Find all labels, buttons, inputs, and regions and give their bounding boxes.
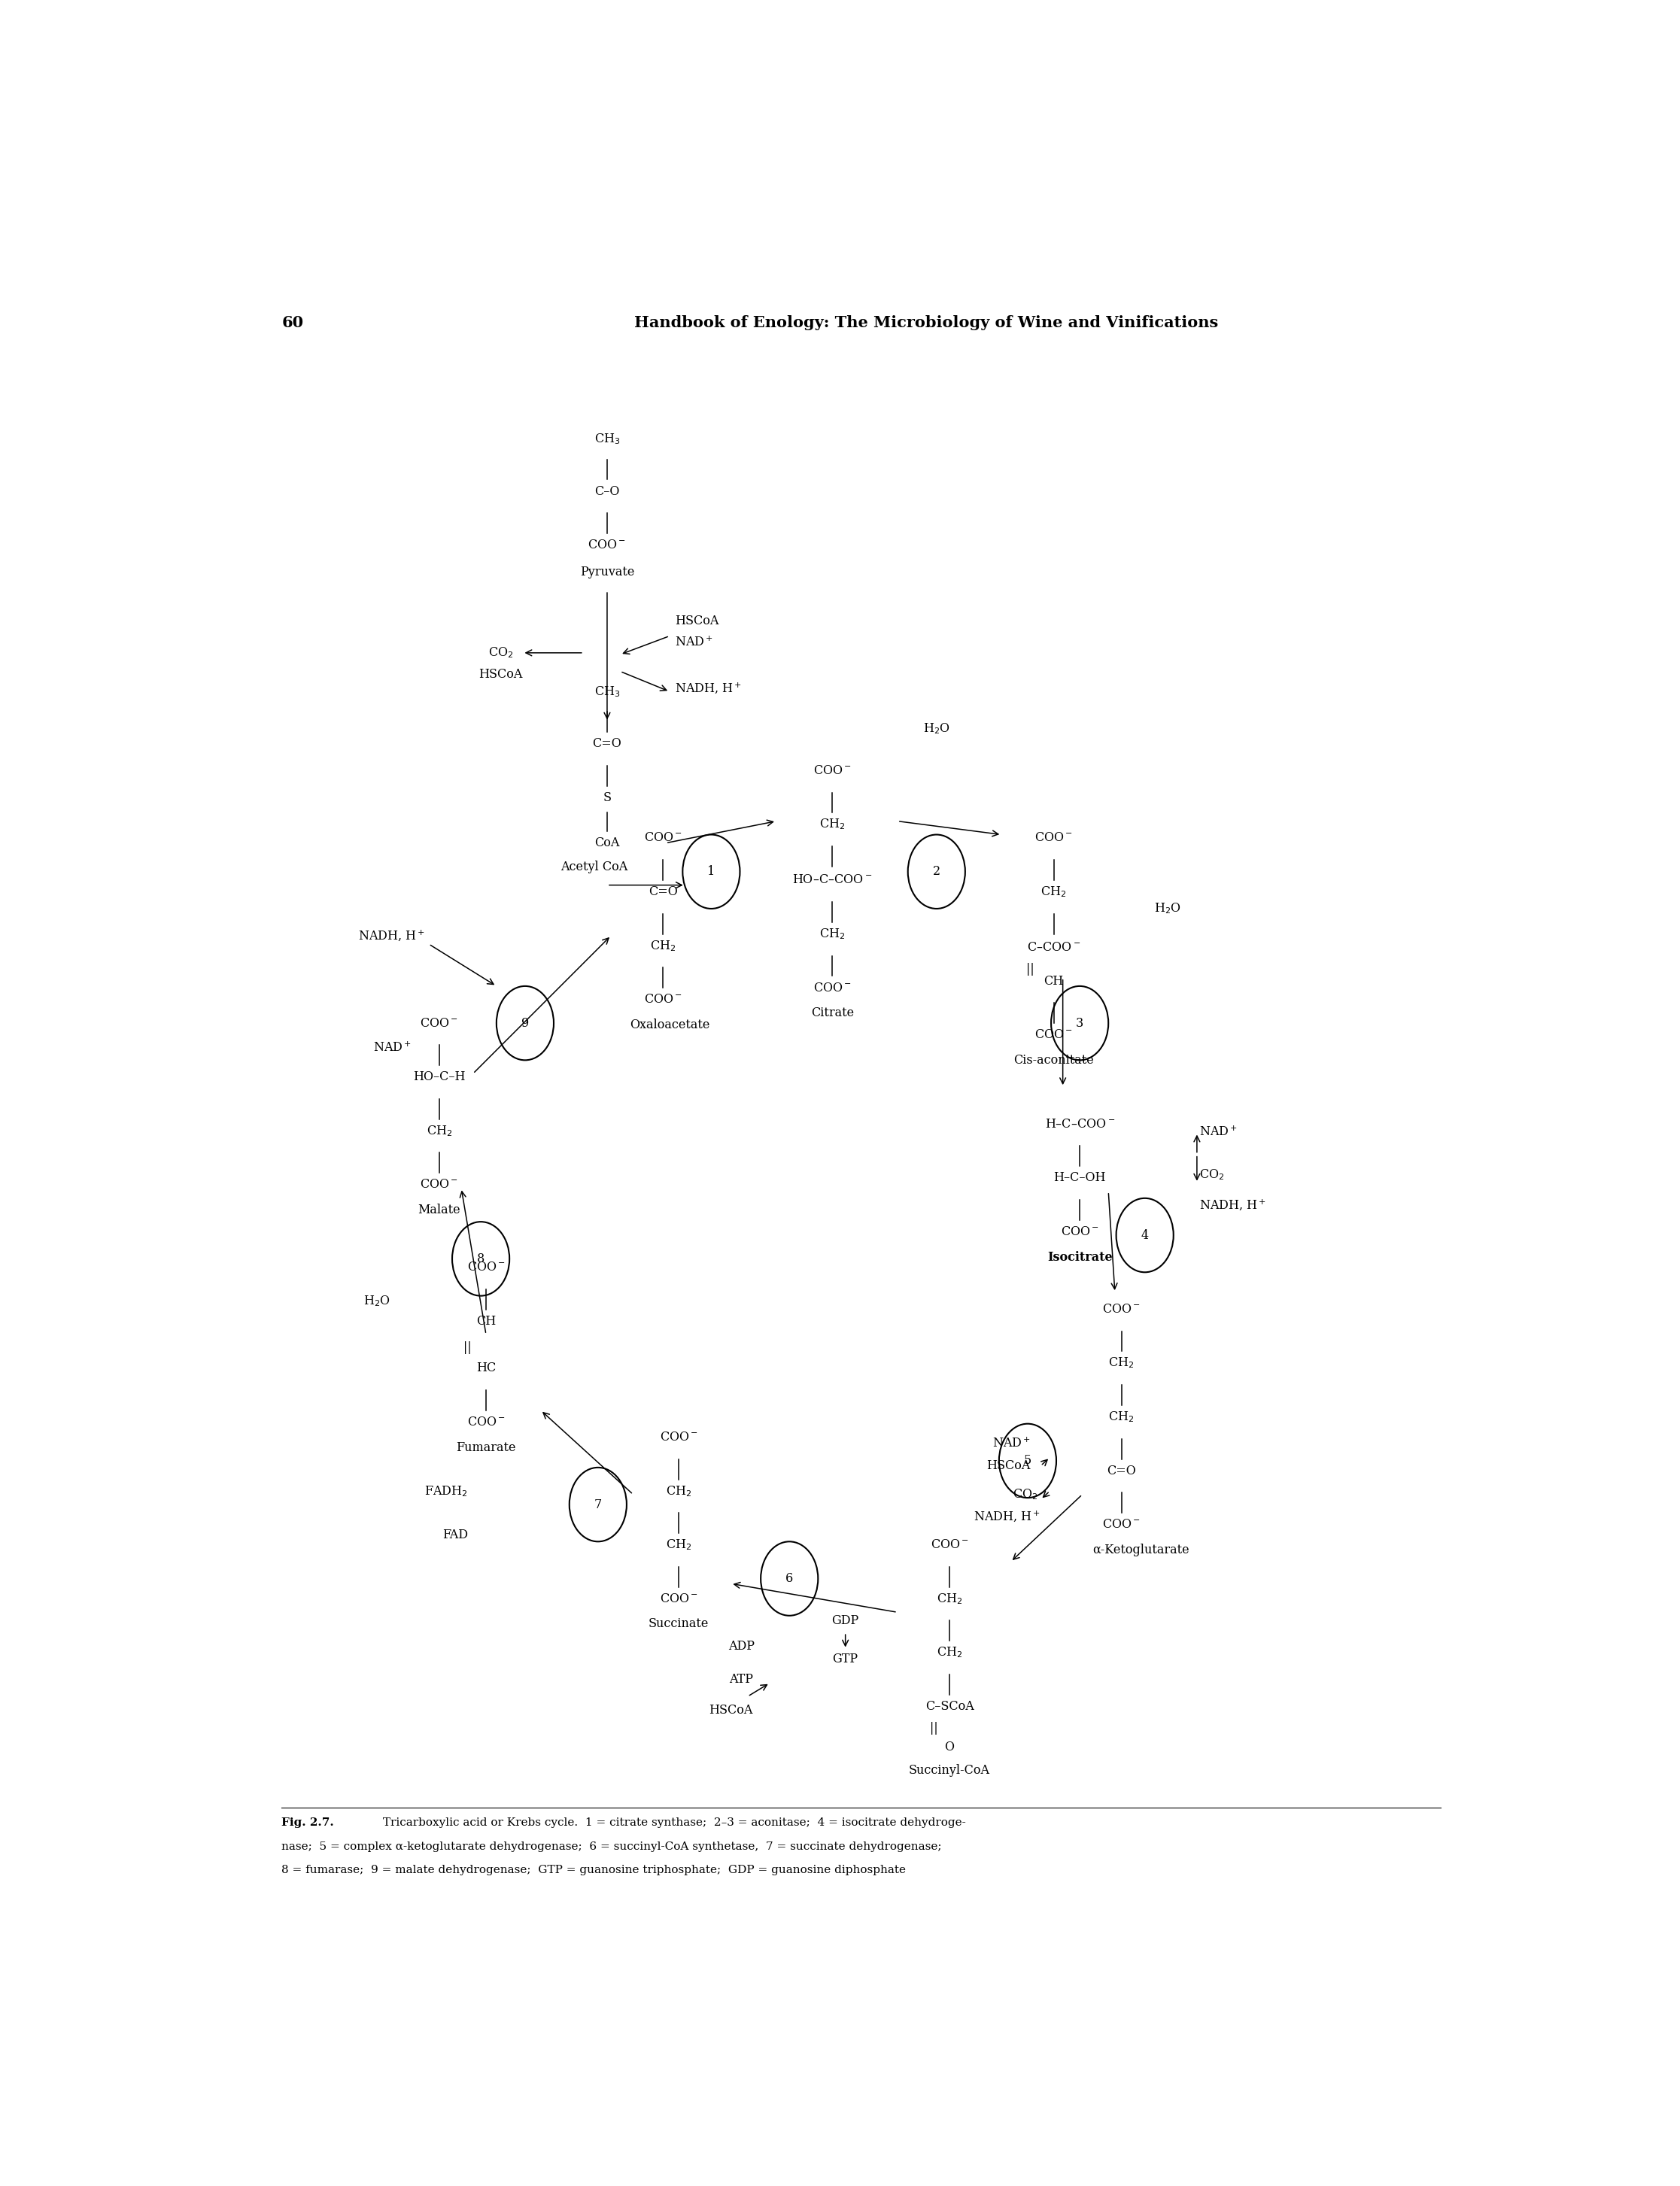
- Text: Fig. 2.7.: Fig. 2.7.: [282, 1817, 334, 1827]
- Text: GDP: GDP: [832, 1613, 858, 1626]
- Text: CoA: CoA: [595, 837, 620, 850]
- Text: Acetyl CoA: Acetyl CoA: [561, 861, 628, 872]
- Text: 1: 1: [707, 866, 716, 879]
- Text: Succinyl-CoA: Succinyl-CoA: [909, 1764, 990, 1777]
- Text: CH$_2$: CH$_2$: [820, 818, 845, 831]
- Text: CH$_2$: CH$_2$: [1042, 885, 1067, 898]
- Text: NAD$^+$: NAD$^+$: [1200, 1126, 1238, 1139]
- Text: NADH, H$^+$: NADH, H$^+$: [358, 929, 425, 942]
- Text: CH: CH: [1043, 975, 1063, 988]
- Text: HO–C–COO$^-$: HO–C–COO$^-$: [793, 874, 872, 888]
- Text: NAD$^+$: NAD$^+$: [675, 636, 712, 649]
- Text: C=O: C=O: [648, 885, 677, 898]
- Text: COO$^-$: COO$^-$: [1102, 1519, 1141, 1530]
- Text: Handbook of Enology: The Microbiology of Wine and Vinifications: Handbook of Enology: The Microbiology of…: [633, 315, 1218, 330]
- Text: α-Ketoglutarate: α-Ketoglutarate: [1092, 1543, 1189, 1556]
- Text: CH$_2$: CH$_2$: [937, 1646, 963, 1659]
- Text: Isocitrate: Isocitrate: [1047, 1250, 1112, 1264]
- Text: ATP: ATP: [729, 1672, 753, 1685]
- Text: NAD$^+$: NAD$^+$: [373, 1043, 412, 1056]
- Text: COO$^-$: COO$^-$: [660, 1591, 697, 1605]
- Text: CO$_2$: CO$_2$: [489, 645, 514, 660]
- Text: COO$^-$: COO$^-$: [420, 1178, 459, 1191]
- Text: 9: 9: [521, 1016, 529, 1030]
- Text: HSCoA: HSCoA: [986, 1460, 1030, 1471]
- Text: COO$^-$: COO$^-$: [813, 765, 852, 776]
- Text: CH$_2$: CH$_2$: [1109, 1410, 1134, 1423]
- Text: H–C–COO$^-$: H–C–COO$^-$: [1045, 1117, 1116, 1130]
- Text: HO–C–H: HO–C–H: [413, 1071, 465, 1084]
- Text: FADH$_2$: FADH$_2$: [425, 1484, 467, 1497]
- Text: 3: 3: [1075, 1016, 1084, 1030]
- Text: 2: 2: [932, 866, 941, 879]
- Text: Cis-aconitate: Cis-aconitate: [1013, 1054, 1094, 1067]
- Text: Oxaloacetate: Oxaloacetate: [630, 1019, 709, 1032]
- Text: 7: 7: [595, 1497, 601, 1511]
- Text: COO$^-$: COO$^-$: [643, 992, 682, 1006]
- Text: COO$^-$: COO$^-$: [931, 1539, 969, 1552]
- Text: CH$_2$: CH$_2$: [427, 1124, 452, 1139]
- Text: Tricarboxylic acid or Krebs cycle.  1 = citrate synthase;  2–3 = aconitase;  4 =: Tricarboxylic acid or Krebs cycle. 1 = c…: [380, 1817, 966, 1827]
- Text: 5: 5: [1023, 1454, 1032, 1467]
- Text: FAD: FAD: [442, 1528, 467, 1541]
- Text: nase;  5 = complex α-ketoglutarate dehydrogenase;  6 = succinyl-CoA synthetase, : nase; 5 = complex α-ketoglutarate dehydr…: [282, 1841, 942, 1852]
- Text: NADH, H$^+$: NADH, H$^+$: [675, 682, 743, 695]
- Text: H$_2$O: H$_2$O: [363, 1294, 390, 1307]
- Text: CO$_2$: CO$_2$: [1200, 1167, 1225, 1183]
- Text: CH$_2$: CH$_2$: [1109, 1355, 1134, 1371]
- Text: CH: CH: [475, 1314, 496, 1327]
- Text: HSCoA: HSCoA: [675, 614, 719, 627]
- Text: CH$_2$: CH$_2$: [665, 1484, 692, 1497]
- Text: 4: 4: [1141, 1229, 1149, 1242]
- Text: 8 = fumarase;  9 = malate dehydrogenase;  GTP = guanosine triphosphate;  GDP = g: 8 = fumarase; 9 = malate dehydrogenase; …: [282, 1865, 906, 1876]
- Text: 60: 60: [282, 315, 304, 330]
- Text: CO$_2$: CO$_2$: [1013, 1486, 1038, 1502]
- Text: NADH, H$^+$: NADH, H$^+$: [974, 1508, 1040, 1524]
- Text: HSCoA: HSCoA: [479, 669, 522, 682]
- Text: COO$^-$: COO$^-$: [467, 1261, 506, 1274]
- Text: H$_2$O: H$_2$O: [1154, 901, 1181, 916]
- Text: Succinate: Succinate: [648, 1618, 709, 1631]
- Text: COO$^-$: COO$^-$: [643, 831, 682, 844]
- Text: COO$^-$: COO$^-$: [1102, 1303, 1141, 1316]
- Text: COO$^-$: COO$^-$: [588, 538, 627, 551]
- Text: COO$^-$: COO$^-$: [1035, 1030, 1074, 1041]
- Text: C–O: C–O: [595, 485, 620, 498]
- Text: Pyruvate: Pyruvate: [580, 566, 635, 579]
- Text: C=O: C=O: [1107, 1465, 1136, 1478]
- Text: C–COO$^-$: C–COO$^-$: [1026, 940, 1080, 953]
- Text: S: S: [603, 791, 612, 804]
- Text: COO$^-$: COO$^-$: [813, 982, 852, 995]
- Text: HC: HC: [475, 1362, 496, 1375]
- Text: CH$_2$: CH$_2$: [665, 1539, 692, 1552]
- Text: Malate: Malate: [418, 1204, 460, 1215]
- Text: Citrate: Citrate: [811, 1006, 853, 1019]
- Text: CH$_3$: CH$_3$: [595, 684, 620, 700]
- Text: CH$_2$: CH$_2$: [650, 938, 675, 953]
- Text: O: O: [944, 1740, 954, 1753]
- Text: GTP: GTP: [833, 1653, 858, 1666]
- Text: COO$^-$: COO$^-$: [420, 1016, 459, 1030]
- Text: ||: ||: [929, 1723, 937, 1736]
- Text: NADH, H$^+$: NADH, H$^+$: [1200, 1198, 1267, 1211]
- Text: CH$_2$: CH$_2$: [937, 1591, 963, 1607]
- Text: C–SCoA: C–SCoA: [926, 1701, 974, 1714]
- Text: CH$_3$: CH$_3$: [595, 433, 620, 446]
- Text: COO$^-$: COO$^-$: [660, 1432, 697, 1443]
- Text: NAD$^+$: NAD$^+$: [991, 1438, 1030, 1452]
- Text: HSCoA: HSCoA: [709, 1703, 753, 1716]
- Text: C=O: C=O: [593, 737, 622, 750]
- Text: 8: 8: [477, 1253, 484, 1266]
- Text: Fumarate: Fumarate: [455, 1441, 516, 1454]
- Text: COO$^-$: COO$^-$: [1035, 831, 1074, 844]
- Text: ||: ||: [464, 1342, 472, 1355]
- Text: ||: ||: [1026, 962, 1035, 975]
- Text: COO$^-$: COO$^-$: [467, 1417, 506, 1427]
- Text: COO$^-$: COO$^-$: [1060, 1226, 1099, 1237]
- Text: H–C–OH: H–C–OH: [1053, 1172, 1105, 1185]
- Text: H$_2$O: H$_2$O: [922, 721, 949, 737]
- Text: ADP: ADP: [727, 1640, 754, 1653]
- Text: 6: 6: [786, 1572, 793, 1585]
- Text: CH$_2$: CH$_2$: [820, 927, 845, 940]
